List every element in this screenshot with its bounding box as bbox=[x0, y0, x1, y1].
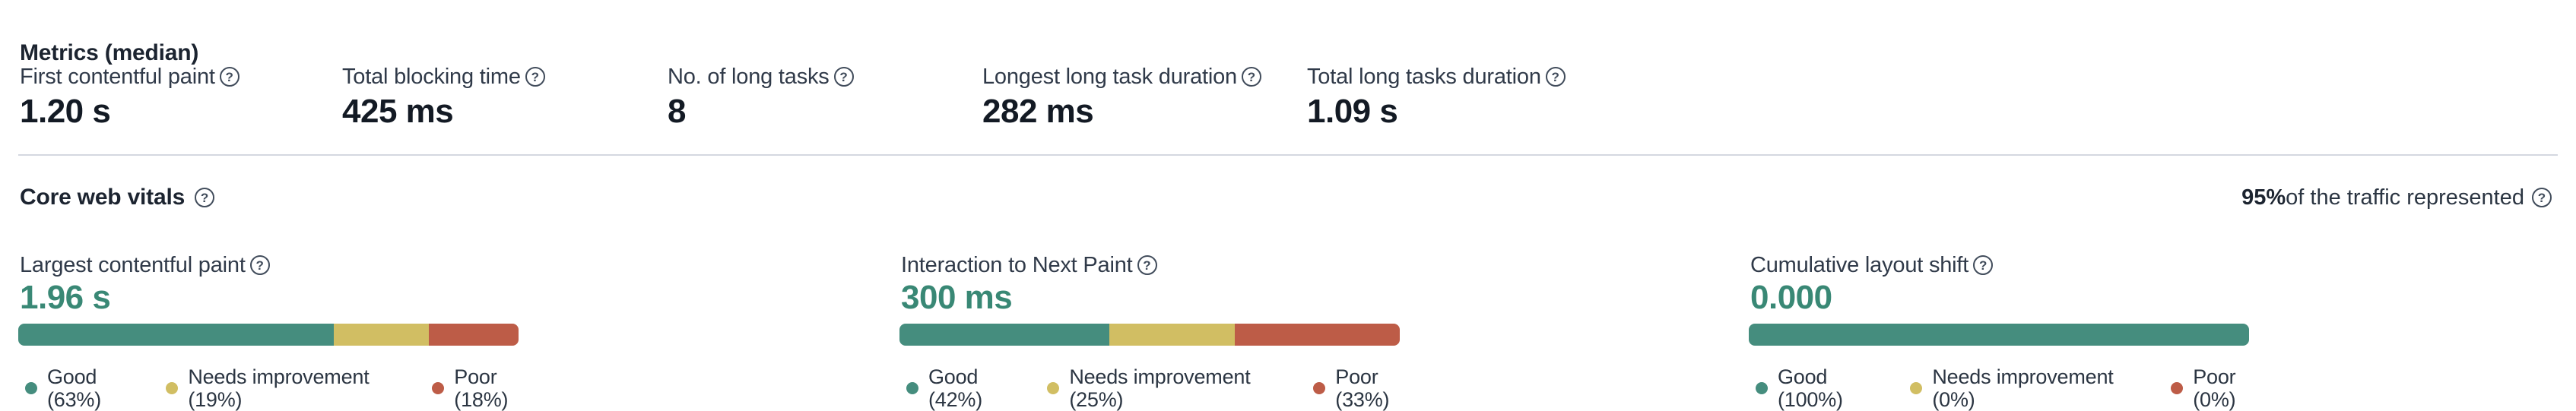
bar-segment-needs-improvement bbox=[1109, 324, 1235, 346]
legend-label: Poor (18%) bbox=[454, 365, 509, 411]
metric-label-row: Longest long task duration ? bbox=[982, 64, 1261, 90]
metric-total-long-tasks-duration: Total long tasks duration ? 1.09 s bbox=[1307, 64, 1566, 129]
core-web-vitals-header: Core web vitals ? 95% of the traffic rep… bbox=[20, 185, 2552, 210]
legend-label: Needs improvement (25%) bbox=[1069, 365, 1251, 411]
vital-label-row: Interaction to Next Paint ? bbox=[899, 252, 1432, 278]
metric-total-blocking-time: Total blocking time ? 425 ms bbox=[342, 64, 545, 129]
help-icon[interactable]: ? bbox=[2532, 188, 2552, 207]
help-icon[interactable]: ? bbox=[525, 67, 545, 87]
metric-no-of-long-tasks: No. of long tasks ? 8 bbox=[668, 64, 854, 129]
metric-value: 1.20 s bbox=[20, 93, 111, 130]
vital-largest-contentful-paint: Largest contentful paint ? 1.96 s Good (… bbox=[18, 252, 550, 411]
traffic-represented-note: 95% of the traffic represented ? bbox=[2241, 185, 2552, 210]
vital-label-row: Cumulative layout shift ? bbox=[1749, 252, 2281, 278]
legend-dot-poor bbox=[432, 382, 445, 394]
vital-label-row: Largest contentful paint ? bbox=[18, 252, 550, 278]
traffic-text: of the traffic represented bbox=[2286, 185, 2524, 210]
distribution-bar bbox=[899, 324, 1400, 346]
legend-item-needs-improvement: Needs improvement (0%) bbox=[1910, 365, 2155, 411]
legend-item-needs-improvement: Needs improvement (19%) bbox=[166, 365, 416, 411]
vital-label: Interaction to Next Paint bbox=[901, 253, 1133, 277]
vital-value: 0.000 bbox=[1750, 279, 1832, 316]
bar-segment-good bbox=[1749, 324, 2249, 346]
legend: Good (63%) Needs improvement (19%) Poor … bbox=[25, 365, 550, 411]
metric-label-row: No. of long tasks ? bbox=[668, 64, 854, 90]
vital-interaction-to-next-paint: Interaction to Next Paint ? 300 ms Good … bbox=[899, 252, 1432, 411]
legend-item-poor: Poor (33%) bbox=[1313, 365, 1432, 411]
metric-label: Total blocking time bbox=[342, 65, 521, 89]
help-icon[interactable]: ? bbox=[249, 255, 270, 275]
bar-segment-poor bbox=[1234, 324, 1400, 346]
help-icon[interactable]: ? bbox=[1545, 67, 1566, 87]
metric-label-row: First contentful paint ? bbox=[20, 64, 240, 90]
legend-item-good: Good (100%) bbox=[1756, 365, 1894, 411]
vital-value: 1.96 s bbox=[20, 279, 111, 316]
metric-label: First contentful paint bbox=[20, 65, 215, 89]
metric-first-contentful-paint: First contentful paint ? 1.20 s bbox=[20, 64, 240, 129]
legend-dot-needs-improvement bbox=[1047, 382, 1060, 394]
legend-item-good: Good (63%) bbox=[25, 365, 150, 411]
metric-value: 1.09 s bbox=[1307, 93, 1398, 130]
metric-label: No. of long tasks bbox=[668, 65, 830, 89]
vital-cumulative-layout-shift: Cumulative layout shift ? 0.000 Good (10… bbox=[1749, 252, 2281, 411]
legend: Good (42%) Needs improvement (25%) Poor … bbox=[906, 365, 1432, 411]
legend-dot-needs-improvement bbox=[166, 382, 179, 394]
metric-label: Longest long task duration bbox=[982, 65, 1237, 89]
help-icon[interactable]: ? bbox=[1973, 255, 1994, 275]
help-icon[interactable]: ? bbox=[1241, 67, 1261, 87]
metrics-section-title: Metrics (median) bbox=[20, 40, 199, 65]
legend-dot-needs-improvement bbox=[1910, 382, 1923, 394]
legend-item-poor: Poor (0%) bbox=[2171, 365, 2281, 411]
legend: Good (100%) Needs improvement (0%) Poor … bbox=[1756, 365, 2281, 411]
traffic-percent: 95% bbox=[2241, 185, 2286, 210]
help-icon[interactable]: ? bbox=[1137, 255, 1157, 275]
distribution-bar bbox=[1749, 324, 2249, 346]
legend-dot-good bbox=[25, 382, 37, 394]
bar-segment-good bbox=[18, 324, 334, 346]
core-web-vitals-title: Core web vitals bbox=[20, 185, 186, 210]
section-divider bbox=[18, 154, 2558, 156]
legend-dot-poor bbox=[1313, 382, 1326, 394]
bar-segment-needs-improvement bbox=[333, 324, 429, 346]
metric-label: Total long tasks duration bbox=[1307, 65, 1541, 89]
metric-label-row: Total blocking time ? bbox=[342, 64, 545, 90]
legend-label: Good (63%) bbox=[47, 365, 102, 411]
metric-value: 282 ms bbox=[982, 93, 1094, 130]
help-icon[interactable]: ? bbox=[219, 67, 240, 87]
legend-item-needs-improvement: Needs improvement (25%) bbox=[1047, 365, 1297, 411]
legend-dot-good bbox=[906, 382, 918, 394]
legend-item-poor: Poor (18%) bbox=[432, 365, 550, 411]
legend-label: Needs improvement (0%) bbox=[1932, 365, 2114, 411]
distribution-bar bbox=[18, 324, 519, 346]
legend-label: Needs improvement (19%) bbox=[188, 365, 370, 411]
metric-label-row: Total long tasks duration ? bbox=[1307, 64, 1566, 90]
core-web-vitals-title-wrap: Core web vitals ? bbox=[20, 185, 215, 210]
vital-label: Cumulative layout shift bbox=[1750, 253, 1969, 277]
metric-value: 8 bbox=[668, 93, 686, 130]
legend-dot-good bbox=[1756, 382, 1768, 394]
help-icon[interactable]: ? bbox=[195, 188, 215, 207]
bar-segment-poor bbox=[428, 324, 519, 346]
legend-item-good: Good (42%) bbox=[906, 365, 1031, 411]
metric-value: 425 ms bbox=[342, 93, 454, 130]
bar-segment-good bbox=[899, 324, 1110, 346]
legend-label: Poor (33%) bbox=[1335, 365, 1390, 411]
metric-longest-long-task-duration: Longest long task duration ? 282 ms bbox=[982, 64, 1261, 129]
vital-value: 300 ms bbox=[901, 279, 1013, 316]
help-icon[interactable]: ? bbox=[833, 67, 854, 87]
legend-label: Good (42%) bbox=[928, 365, 983, 411]
legend-label: Good (100%) bbox=[1778, 365, 1843, 411]
legend-dot-poor bbox=[2171, 382, 2184, 394]
legend-label: Poor (0%) bbox=[2193, 365, 2236, 411]
vital-label: Largest contentful paint bbox=[20, 253, 246, 277]
